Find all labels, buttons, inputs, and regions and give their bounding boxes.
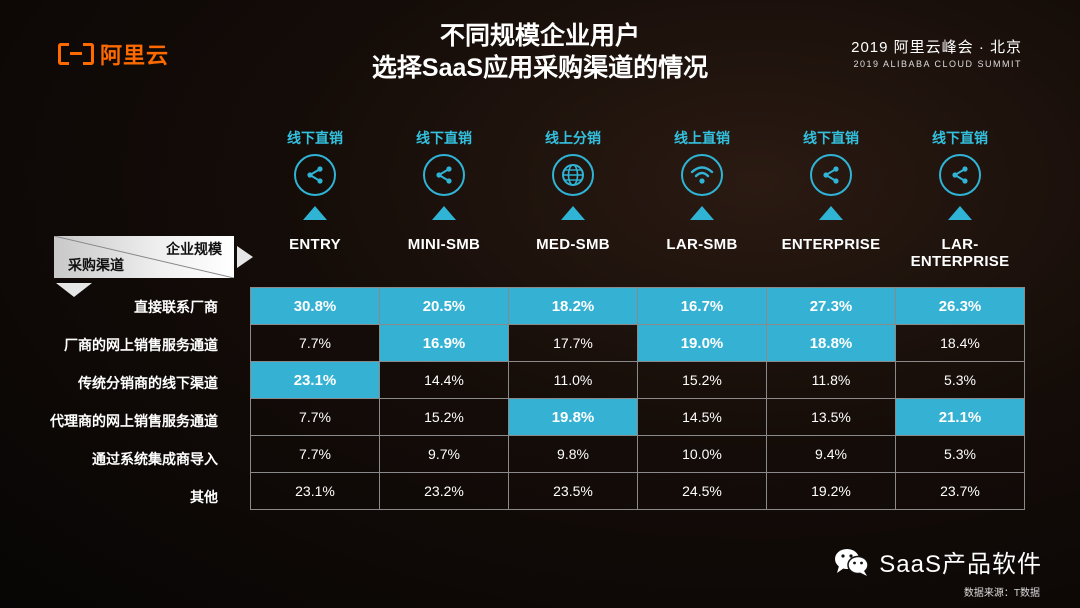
table-cell: 7.7% — [250, 398, 380, 436]
corner-header: 企业规模 采购渠道 — [54, 236, 234, 278]
row-label: 传统分销商的线下渠道 — [78, 375, 218, 391]
table-cell: 23.2% — [379, 472, 509, 510]
top-channel-label: 线下直销 — [416, 130, 472, 146]
data-table: 30.8% 20.5% 18.2% 16.7% 27.3% 26.3% 7.7% 16.9% 1… — [250, 287, 1025, 510]
arrow-right-icon — [237, 246, 253, 268]
table-row: 7.7% 15.2% 19.8% 14.5% 13.5% 21.1% — [250, 398, 1025, 436]
watermark-text: SaaS产品软件 — [879, 551, 1042, 578]
row-label: 代理商的网上销售服务通道 — [50, 413, 218, 429]
column-header-mini-smb: 线下直销 MINI-SMB — [379, 128, 509, 253]
triangle-up-icon — [432, 206, 456, 220]
top-channel-label: 线下直销 — [287, 130, 343, 146]
share-icon — [423, 154, 465, 196]
table-cell: 7.7% — [250, 435, 380, 473]
column-header-lar-enterprise: 线下直销 LAR-ENTERPRISE — [895, 128, 1025, 270]
table-cell: 11.8% — [766, 361, 896, 399]
triangle-up-icon — [948, 206, 972, 220]
table-row: 23.1% 14.4% 11.0% 15.2% 11.8% 5.3% — [250, 361, 1025, 399]
share-icon — [939, 154, 981, 196]
title-line-2: 选择SaaS应用采购渠道的情况 — [371, 54, 709, 82]
corner-bottom-left-label: 采购渠道 — [68, 257, 124, 273]
column-header-lar-smb: 线上直销 LAR-SMB — [637, 128, 767, 253]
table-row: 30.8% 20.5% 18.2% 16.7% 27.3% 26.3% — [250, 287, 1025, 325]
segment-label: MED-SMB — [536, 236, 610, 253]
corner-diagonal — [54, 236, 234, 278]
page-title: 不同规模企业用户 选择SaaS应用采购渠道的情况 — [0, 20, 1080, 84]
share-icon — [294, 154, 336, 196]
table-cell: 5.3% — [895, 435, 1025, 473]
aliyun-logo-icon — [58, 43, 94, 65]
segment-label: MINI-SMB — [407, 236, 481, 253]
table-cell: 27.3% — [766, 287, 896, 325]
arrow-down-icon — [56, 283, 92, 297]
table-row: 7.7% 16.9% 17.7% 19.0% 18.8% 18.4% — [250, 324, 1025, 362]
table-cell: 16.7% — [637, 287, 767, 325]
table-cell: 15.2% — [379, 398, 509, 436]
table-row: 23.1% 23.2% 23.5% 24.5% 19.2% 23.7% — [250, 472, 1025, 510]
table-cell: 26.3% — [895, 287, 1025, 325]
segment-label: LAR-SMB — [666, 236, 738, 253]
table-cell: 18.8% — [766, 324, 896, 362]
table-cell: 17.7% — [508, 324, 638, 362]
wifi-icon — [681, 154, 723, 196]
table-cell: 23.7% — [895, 472, 1025, 510]
source-note: 数据来源：T数据 — [963, 588, 1040, 599]
top-channel-label: 线上直销 — [674, 130, 730, 146]
table-cell: 14.5% — [637, 398, 767, 436]
table-cell: 7.7% — [250, 324, 380, 362]
row-label: 其他 — [190, 489, 218, 505]
segment-label: ENTRY — [289, 236, 341, 253]
logo-text: 阿里云 — [100, 43, 170, 68]
segment-label: LAR-ENTERPRISE — [910, 236, 1010, 270]
event-line-2: 2019 ALIBABA CLOUD SUMMIT — [853, 59, 1022, 69]
table-cell: 5.3% — [895, 361, 1025, 399]
globe-icon — [552, 154, 594, 196]
segment-label: ENTERPRISE — [781, 236, 881, 253]
wechat-icon — [835, 548, 870, 576]
event-label: 2019 阿里云峰会 · 北京 2019 ALIBABA CLOUD SUMMI… — [851, 36, 1022, 69]
table-cell: 19.8% — [508, 398, 638, 436]
wechat-watermark: SaaS产品软件 — [833, 544, 1042, 579]
table-cell: 18.2% — [508, 287, 638, 325]
corner-top-right-label: 企业规模 — [166, 241, 222, 257]
table-cell: 20.5% — [379, 287, 509, 325]
table-cell: 23.1% — [250, 361, 380, 399]
title-line-1: 不同规模企业用户 — [439, 22, 640, 50]
row-label: 直接联系厂商 — [134, 299, 218, 315]
table-cell: 24.5% — [637, 472, 767, 510]
event-line-1: 2019 阿里云峰会 · 北京 — [851, 39, 1022, 56]
table-cell: 16.9% — [379, 324, 509, 362]
share-icon — [810, 154, 852, 196]
table-cell: 19.2% — [766, 472, 896, 510]
triangle-up-icon — [561, 206, 585, 220]
triangle-up-icon — [690, 206, 714, 220]
table-cell: 10.0% — [637, 435, 767, 473]
table-cell: 21.1% — [895, 398, 1025, 436]
column-header-enterprise: 线下直销 ENTERPRISE — [766, 128, 896, 253]
aliyun-logo: 阿里云 — [58, 38, 169, 70]
table-cell: 18.4% — [895, 324, 1025, 362]
table-cell: 11.0% — [508, 361, 638, 399]
row-label: 厂商的网上销售服务通道 — [64, 337, 218, 353]
table-cell: 23.1% — [250, 472, 380, 510]
table-row: 7.7% 9.7% 9.8% 10.0% 9.4% 5.3% — [250, 435, 1025, 473]
table-cell: 9.7% — [379, 435, 509, 473]
triangle-up-icon — [819, 206, 843, 220]
top-channel-label: 线上分销 — [545, 130, 601, 146]
table-cell: 15.2% — [637, 361, 767, 399]
table-cell: 9.4% — [766, 435, 896, 473]
table-cell: 19.0% — [637, 324, 767, 362]
top-channel-label: 线下直销 — [803, 130, 859, 146]
table-cell: 9.8% — [508, 435, 638, 473]
table-cell: 30.8% — [250, 287, 380, 325]
table-cell: 23.5% — [508, 472, 638, 510]
triangle-up-icon — [303, 206, 327, 220]
table-cell: 14.4% — [379, 361, 509, 399]
column-header-entry: 线下直销 ENTRY — [250, 128, 380, 253]
top-channel-label: 线下直销 — [932, 130, 988, 146]
row-label: 通过系统集成商导入 — [92, 451, 218, 467]
column-header-med-smb: 线上分销 MED-SMB — [508, 128, 638, 253]
table-cell: 13.5% — [766, 398, 896, 436]
